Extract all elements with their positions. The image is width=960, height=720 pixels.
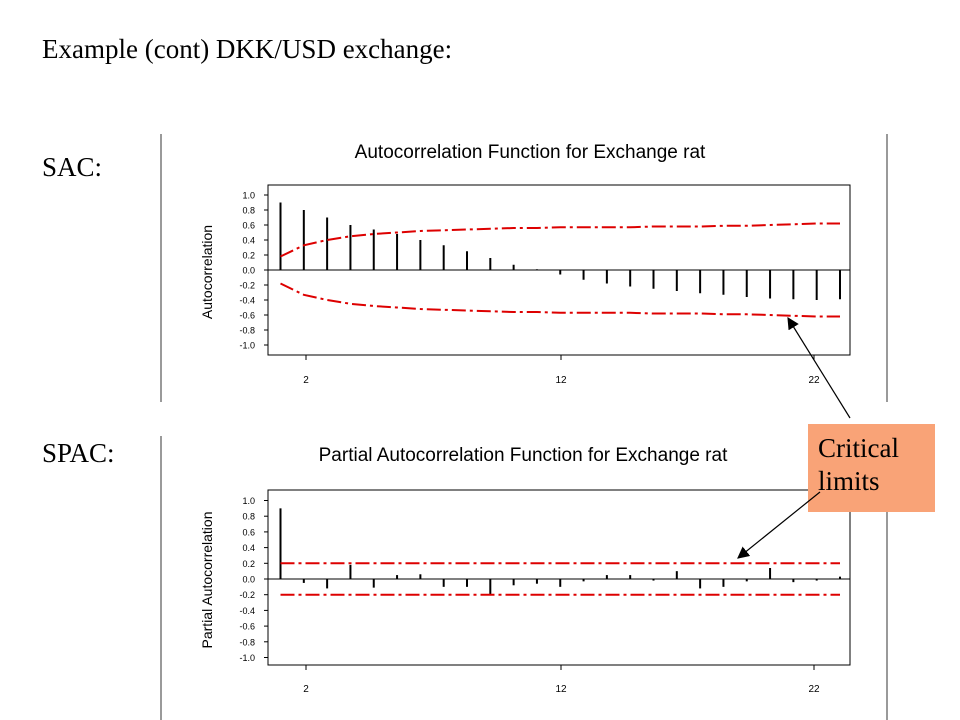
y-tick-label: -0.4 bbox=[239, 606, 255, 616]
y-tick-label: -1.0 bbox=[239, 341, 255, 351]
sac-chart: Autocorrelation Function for Exchange ra… bbox=[199, 142, 851, 386]
y-tick-label: 0.2 bbox=[242, 559, 255, 569]
spac-chart: Partial Autocorrelation Function for Exc… bbox=[199, 445, 851, 695]
y-tick-label: -0.2 bbox=[239, 590, 255, 600]
y-tick-label: -0.8 bbox=[239, 637, 255, 647]
y-tick-label: -0.2 bbox=[239, 281, 255, 291]
y-tick-label: 0.6 bbox=[242, 527, 255, 537]
y-tick-label: -1.0 bbox=[239, 653, 255, 663]
sac-panel-right-border bbox=[886, 134, 888, 402]
y-tick-label: 0.4 bbox=[242, 236, 255, 246]
y-tick-label: -0.6 bbox=[239, 622, 255, 632]
y-tick-label: 0.8 bbox=[242, 206, 255, 216]
y-tick-label: -0.8 bbox=[239, 326, 255, 336]
x-tick-label: 22 bbox=[808, 375, 820, 386]
y-tick-label: 1.0 bbox=[242, 191, 255, 201]
upper-critical-limit bbox=[280, 222, 840, 258]
y-tick-label: 0.6 bbox=[242, 221, 255, 231]
y-axis-label: Autocorrelation bbox=[199, 225, 215, 319]
spac-panel-right-border bbox=[886, 436, 888, 720]
slide-title: Example (cont) DKK/USD exchange: bbox=[42, 34, 453, 64]
y-tick-label: 1.0 bbox=[242, 496, 255, 506]
spac-panel-left-border bbox=[160, 436, 162, 720]
y-tick-label: 0.8 bbox=[242, 512, 255, 522]
spac-label: SPAC: bbox=[42, 438, 115, 468]
y-tick-label: 0.2 bbox=[242, 251, 255, 261]
y-tick-label: -0.6 bbox=[239, 311, 255, 321]
chart-title: Autocorrelation Function for Exchange ra… bbox=[355, 142, 706, 163]
plot-frame bbox=[267, 489, 851, 666]
y-tick-label: 0.4 bbox=[242, 543, 255, 553]
y-tick-label: 0.0 bbox=[242, 575, 255, 585]
lower-critical-limit bbox=[280, 282, 840, 318]
x-tick-label: 2 bbox=[303, 375, 309, 386]
sac-panel-left-border bbox=[160, 134, 162, 402]
x-tick-label: 12 bbox=[555, 375, 567, 386]
y-tick-label: 0.0 bbox=[242, 266, 255, 276]
critical-limits-callout: Critical limits bbox=[808, 424, 935, 512]
x-tick-label: 2 bbox=[303, 684, 309, 695]
callout-line-2: limits bbox=[818, 466, 880, 496]
y-tick-label: -0.4 bbox=[239, 296, 255, 306]
callout-line-1: Critical bbox=[818, 433, 899, 463]
sac-label: SAC: bbox=[42, 152, 103, 182]
y-axis-label: Partial Autocorrelation bbox=[199, 512, 215, 649]
x-tick-label: 22 bbox=[808, 684, 820, 695]
chart-title: Partial Autocorrelation Function for Exc… bbox=[319, 445, 728, 466]
x-tick-label: 12 bbox=[555, 684, 567, 695]
